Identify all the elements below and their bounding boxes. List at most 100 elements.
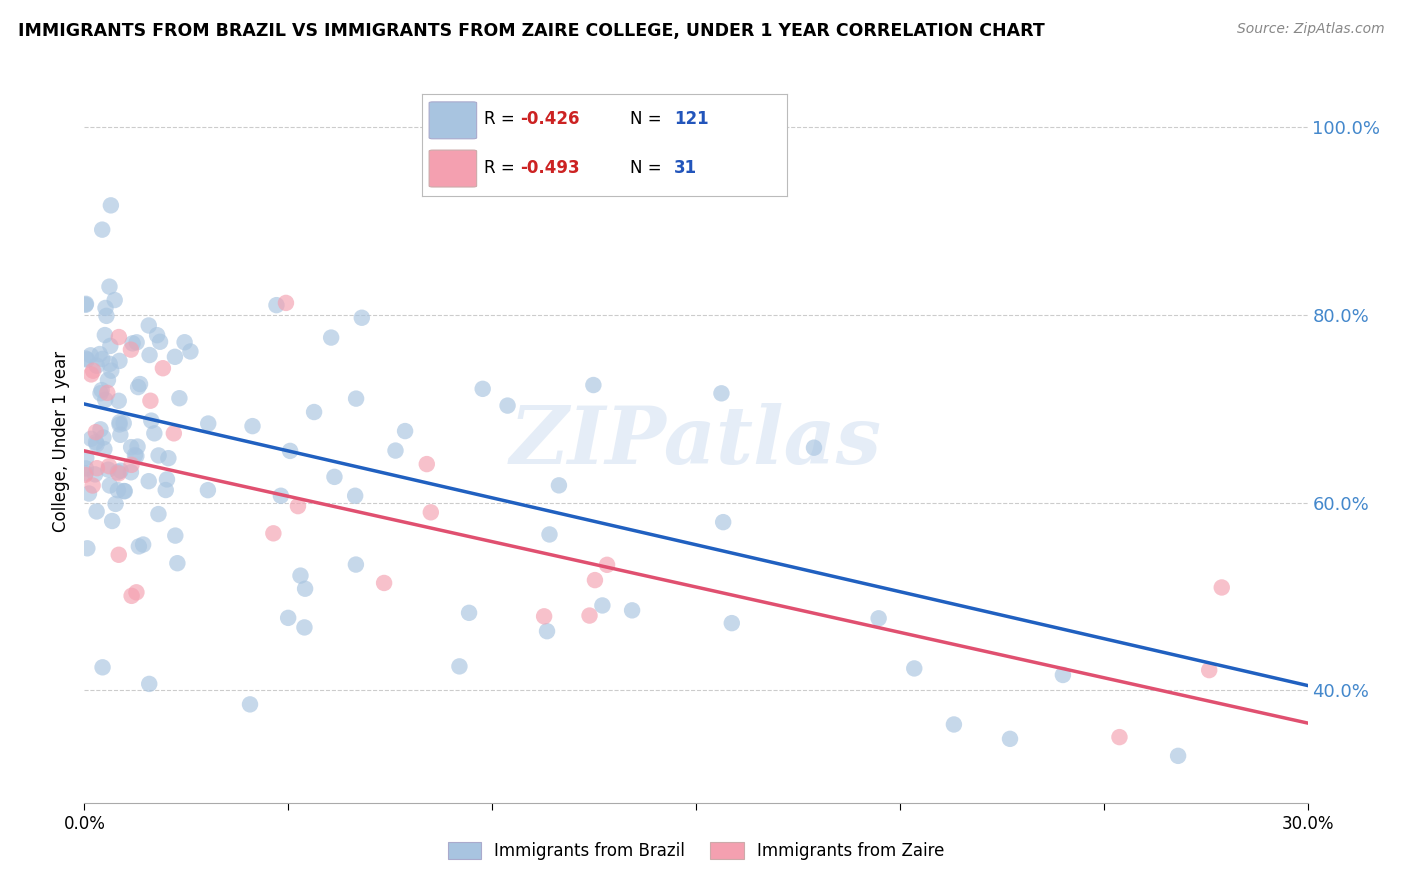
Point: [107, 465, 129, 479]
Point: [82, 478, 104, 492]
Point: [458, 606, 481, 620]
Point: [621, 603, 644, 617]
Point: [903, 661, 925, 675]
Point: [80, 368, 103, 382]
Point: [344, 392, 367, 406]
Point: [582, 378, 605, 392]
Point: [86, 437, 108, 451]
FancyBboxPatch shape: [429, 150, 477, 187]
Point: [803, 441, 825, 455]
Point: [98, 339, 121, 353]
Point: [75, 297, 97, 311]
Point: [121, 458, 143, 472]
Point: [125, 585, 148, 599]
Point: [76, 541, 98, 556]
Point: [127, 380, 149, 394]
Point: [179, 344, 201, 359]
Point: [242, 419, 264, 434]
Point: [394, 424, 416, 438]
Point: [132, 537, 155, 551]
Point: [1167, 748, 1189, 763]
Point: [86, 359, 108, 373]
Point: [148, 449, 170, 463]
Legend: Immigrants from Brazil, Immigrants from Zaire: Immigrants from Brazil, Immigrants from …: [441, 835, 950, 867]
FancyBboxPatch shape: [429, 102, 477, 139]
Point: [93, 442, 115, 456]
Text: R =: R =: [484, 111, 520, 128]
Point: [720, 616, 742, 631]
Point: [100, 364, 122, 378]
Point: [108, 415, 131, 429]
Point: [155, 483, 177, 497]
Point: [1052, 668, 1074, 682]
Point: [163, 350, 186, 364]
Point: [166, 556, 188, 570]
Point: [141, 414, 163, 428]
Point: [104, 293, 127, 307]
Point: [321, 330, 343, 344]
Point: [84, 435, 107, 450]
Point: [548, 478, 571, 492]
Point: [239, 698, 262, 712]
Point: [96, 385, 118, 400]
Text: N =: N =: [630, 111, 666, 128]
Point: [86, 504, 108, 518]
Point: [98, 459, 121, 474]
Point: [344, 558, 367, 572]
Point: [84, 425, 107, 439]
Point: [277, 611, 299, 625]
Point: [75, 298, 97, 312]
Point: [596, 558, 619, 572]
Point: [93, 430, 115, 444]
Point: [496, 399, 519, 413]
Point: [163, 426, 186, 441]
Point: [98, 478, 121, 492]
Point: [138, 474, 160, 488]
Point: [710, 386, 733, 401]
Point: [77, 486, 100, 500]
Point: [868, 611, 890, 625]
Point: [94, 301, 117, 315]
Point: [344, 489, 367, 503]
Point: [120, 440, 142, 454]
Point: [107, 393, 129, 408]
Point: [125, 335, 148, 350]
Point: [1211, 581, 1233, 595]
Point: [73, 467, 96, 482]
Point: [471, 382, 494, 396]
Point: [998, 731, 1021, 746]
Point: [121, 589, 143, 603]
Point: [262, 526, 284, 541]
Point: [274, 296, 297, 310]
Point: [583, 573, 606, 587]
Point: [294, 620, 316, 634]
Point: [173, 335, 195, 350]
Point: [89, 422, 111, 436]
Point: [1108, 730, 1130, 744]
Point: [114, 484, 136, 499]
Y-axis label: College, Under 1 year: College, Under 1 year: [52, 351, 70, 533]
Point: [287, 499, 309, 513]
Point: [578, 608, 600, 623]
Point: [91, 351, 114, 366]
Point: [121, 336, 143, 351]
Point: [104, 497, 127, 511]
Point: [107, 483, 129, 498]
Text: 31: 31: [673, 159, 697, 177]
Point: [278, 444, 301, 458]
Text: Source: ZipAtlas.com: Source: ZipAtlas.com: [1237, 22, 1385, 37]
Point: [165, 528, 187, 542]
Point: [270, 489, 292, 503]
Text: N =: N =: [630, 159, 666, 177]
Text: ZIPatlas: ZIPatlas: [510, 403, 882, 480]
Point: [82, 364, 104, 378]
Point: [108, 354, 131, 368]
Point: [75, 450, 97, 465]
Point: [100, 198, 122, 212]
Point: [96, 309, 118, 323]
Point: [711, 515, 734, 529]
Point: [148, 507, 170, 521]
Point: [152, 361, 174, 376]
Point: [80, 432, 103, 446]
Point: [143, 426, 166, 441]
